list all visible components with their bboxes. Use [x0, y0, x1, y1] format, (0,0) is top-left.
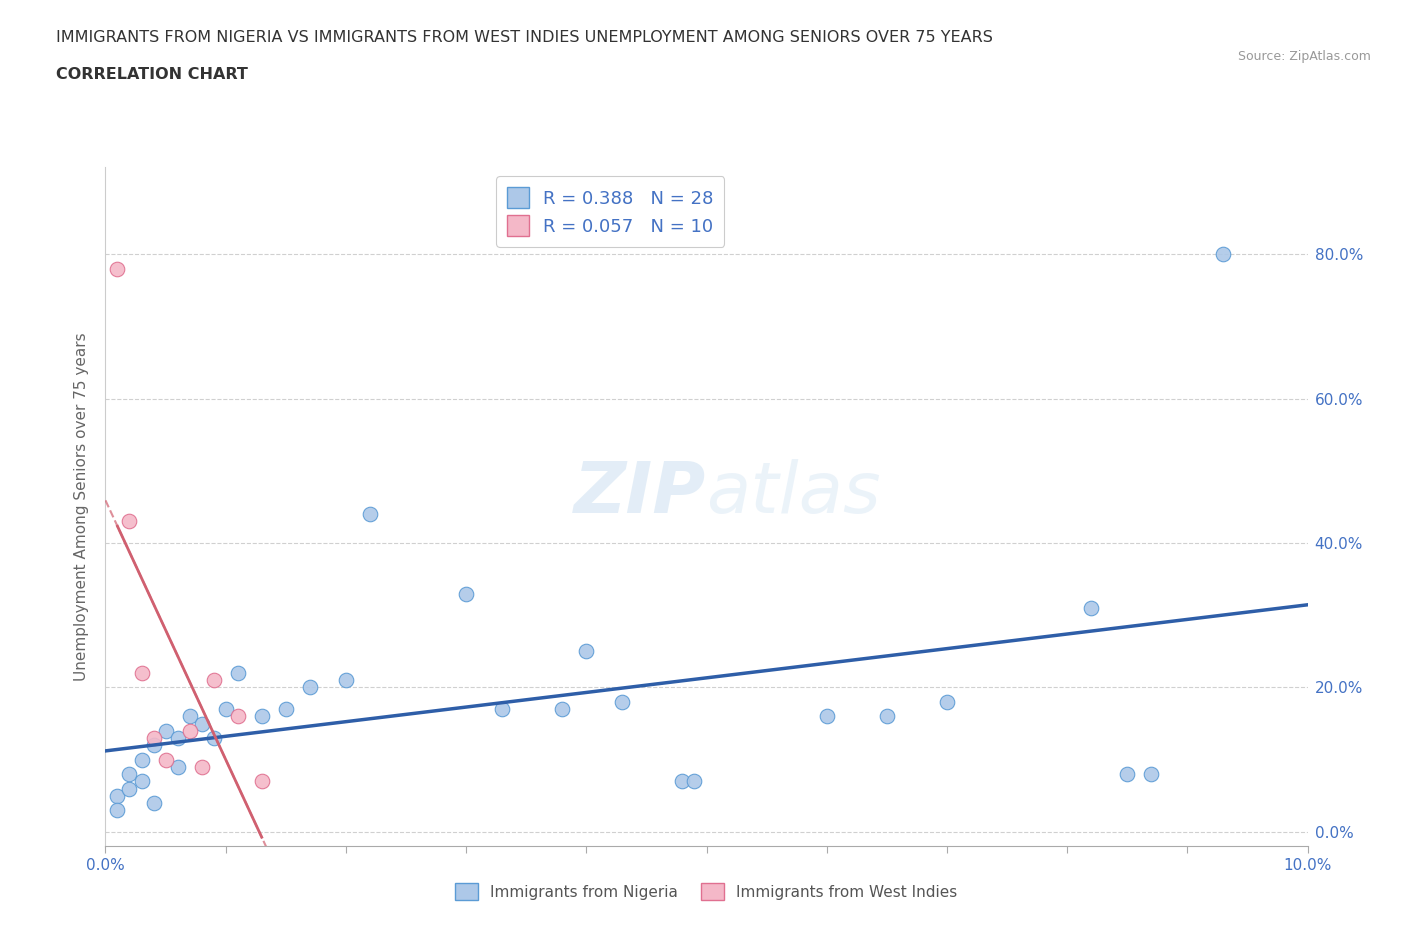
Point [298, 680, 321, 695]
Text: CORRELATION CHART: CORRELATION CHART [56, 67, 247, 82]
Point [179, 724, 201, 738]
Point [166, 731, 188, 746]
Point [1080, 601, 1102, 616]
Point [131, 774, 153, 789]
Point [876, 709, 898, 724]
Point [1116, 766, 1139, 781]
Point [683, 774, 706, 789]
Point [250, 709, 273, 724]
Point [575, 644, 598, 658]
Point [166, 760, 188, 775]
Point [131, 666, 153, 681]
Point [142, 737, 165, 752]
Point [118, 514, 141, 529]
Point [226, 709, 249, 724]
Point [1212, 246, 1234, 261]
Point [142, 795, 165, 810]
Point [155, 752, 177, 767]
Point [118, 766, 141, 781]
Point [107, 803, 129, 817]
Point [612, 695, 634, 710]
Point [671, 774, 693, 789]
Point [107, 261, 129, 276]
Y-axis label: Unemployment Among Seniors over 75 years: Unemployment Among Seniors over 75 years [75, 333, 90, 681]
Point [226, 666, 249, 681]
Point [155, 724, 177, 738]
Point [551, 701, 574, 716]
Point [815, 709, 838, 724]
Point [131, 752, 153, 767]
Point [491, 701, 513, 716]
Point [250, 774, 273, 789]
Point [359, 507, 381, 522]
Point [142, 731, 165, 746]
Text: ZIP: ZIP [574, 458, 707, 527]
Text: atlas: atlas [707, 458, 882, 527]
Point [274, 701, 297, 716]
Point [335, 672, 357, 687]
Point [202, 731, 225, 746]
Point [214, 701, 236, 716]
Text: IMMIGRANTS FROM NIGERIA VS IMMIGRANTS FROM WEST INDIES UNEMPLOYMENT AMONG SENIOR: IMMIGRANTS FROM NIGERIA VS IMMIGRANTS FR… [56, 30, 993, 45]
Point [118, 781, 141, 796]
Point [179, 709, 201, 724]
Point [1140, 766, 1163, 781]
Point [454, 586, 477, 601]
Point [202, 672, 225, 687]
Point [936, 695, 959, 710]
Legend: Immigrants from Nigeria, Immigrants from West Indies: Immigrants from Nigeria, Immigrants from… [450, 877, 963, 907]
Point [107, 789, 129, 804]
Point [190, 760, 212, 775]
Text: Source: ZipAtlas.com: Source: ZipAtlas.com [1237, 50, 1371, 63]
Point [190, 716, 212, 731]
